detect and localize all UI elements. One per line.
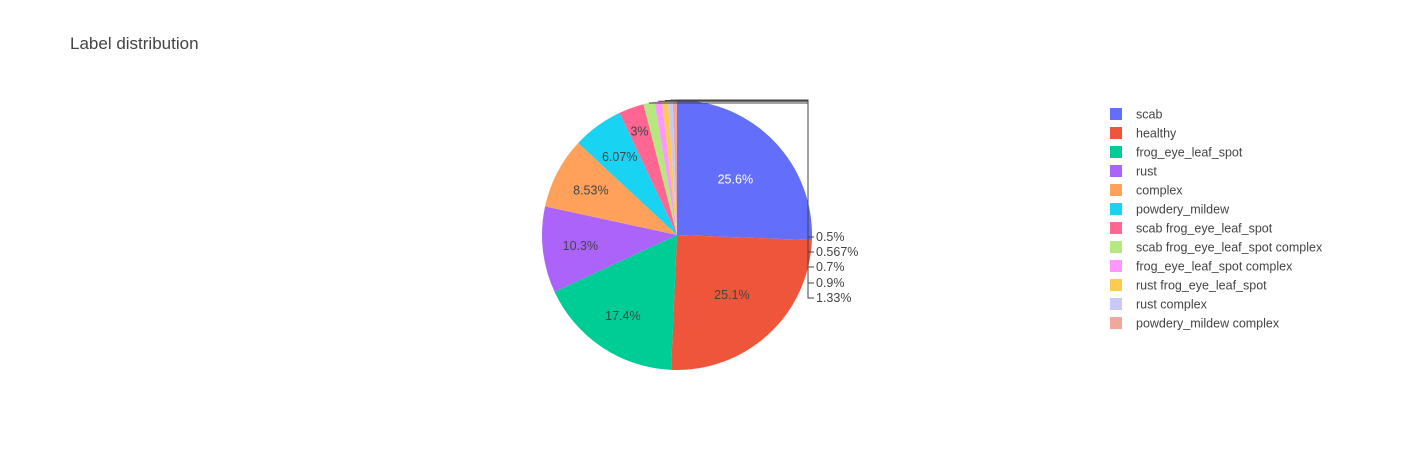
legend-entry[interactable]: powdery_mildew complex bbox=[1136, 317, 1280, 331]
legend-swatch[interactable] bbox=[1110, 146, 1122, 158]
pie-slice-12 bbox=[672, 100, 677, 235]
legend-swatch[interactable] bbox=[1110, 260, 1122, 272]
legend-entry[interactable]: frog_eye_leaf_spot bbox=[1136, 146, 1243, 160]
pie-slice-11 bbox=[667, 100, 677, 235]
slice-label-outside: 0.9% bbox=[816, 276, 845, 290]
legend-entry[interactable]: scab frog_eye_leaf_spot complex bbox=[1136, 241, 1323, 255]
pie-slice-2 bbox=[671, 235, 812, 370]
pie-slices bbox=[542, 100, 812, 370]
legend-swatch[interactable] bbox=[1110, 298, 1122, 310]
chart-title: Label distribution bbox=[70, 34, 199, 53]
legend-swatch[interactable] bbox=[1110, 241, 1122, 253]
slice-label: 25.6% bbox=[718, 172, 753, 186]
legend-swatch[interactable] bbox=[1110, 203, 1122, 215]
pie-slice-6 bbox=[578, 112, 677, 235]
legend-swatch[interactable] bbox=[1110, 279, 1122, 291]
leader-line bbox=[674, 99, 814, 238]
slice-label: 8.53% bbox=[573, 183, 608, 197]
legend-swatch[interactable] bbox=[1110, 127, 1122, 139]
slice-labels: 25.6% 25.1% 17.4% 10.3% 8.53% 6.07% 3% bbox=[563, 124, 753, 323]
slice-label: 3% bbox=[630, 124, 648, 138]
legend-entry[interactable]: scab bbox=[1136, 108, 1162, 122]
outside-slice-labels: 1.33%0.9% 0.7%0.567%0.5% bbox=[648, 99, 858, 305]
pie-slice-1 bbox=[677, 100, 812, 241]
pie-slice-7 bbox=[619, 104, 677, 235]
legend-entry[interactable]: healthy bbox=[1136, 127, 1177, 141]
slice-label-outside: 0.7% bbox=[816, 260, 845, 274]
legend-entry[interactable]: powdery_mildew bbox=[1136, 203, 1230, 217]
pie-slice-4 bbox=[542, 206, 677, 292]
slice-label: 10.3% bbox=[563, 239, 598, 253]
slice-label-outside: 0.5% bbox=[816, 230, 845, 244]
slice-label-outside: 0.567% bbox=[816, 245, 858, 259]
pie-slice-3 bbox=[554, 235, 677, 370]
slice-label-outside: 1.33% bbox=[816, 291, 851, 305]
legend-swatch[interactable] bbox=[1110, 108, 1122, 120]
legend-entry[interactable]: rust complex bbox=[1136, 298, 1208, 312]
slice-label: 6.07% bbox=[602, 150, 637, 164]
pie-slice-5 bbox=[545, 143, 677, 235]
legend-entry[interactable]: frog_eye_leaf_spot complex bbox=[1136, 260, 1293, 274]
slice-label: 17.4% bbox=[605, 309, 640, 323]
pie-slice-10 bbox=[662, 100, 677, 236]
legend-entry[interactable]: rust frog_eye_leaf_spot bbox=[1136, 279, 1267, 293]
pie-slice-8 bbox=[643, 101, 677, 236]
pie-slice-9 bbox=[654, 100, 677, 235]
legend-swatch[interactable] bbox=[1110, 317, 1122, 329]
legend-swatch[interactable] bbox=[1110, 184, 1122, 196]
legend-entry[interactable]: scab frog_eye_leaf_spot bbox=[1136, 222, 1273, 236]
legend-entry[interactable]: complex bbox=[1136, 184, 1183, 198]
legend-swatch[interactable] bbox=[1110, 165, 1122, 177]
slice-label: 25.1% bbox=[714, 288, 749, 302]
legend-entry[interactable]: rust bbox=[1136, 165, 1157, 179]
legend-swatch[interactable] bbox=[1110, 222, 1122, 234]
